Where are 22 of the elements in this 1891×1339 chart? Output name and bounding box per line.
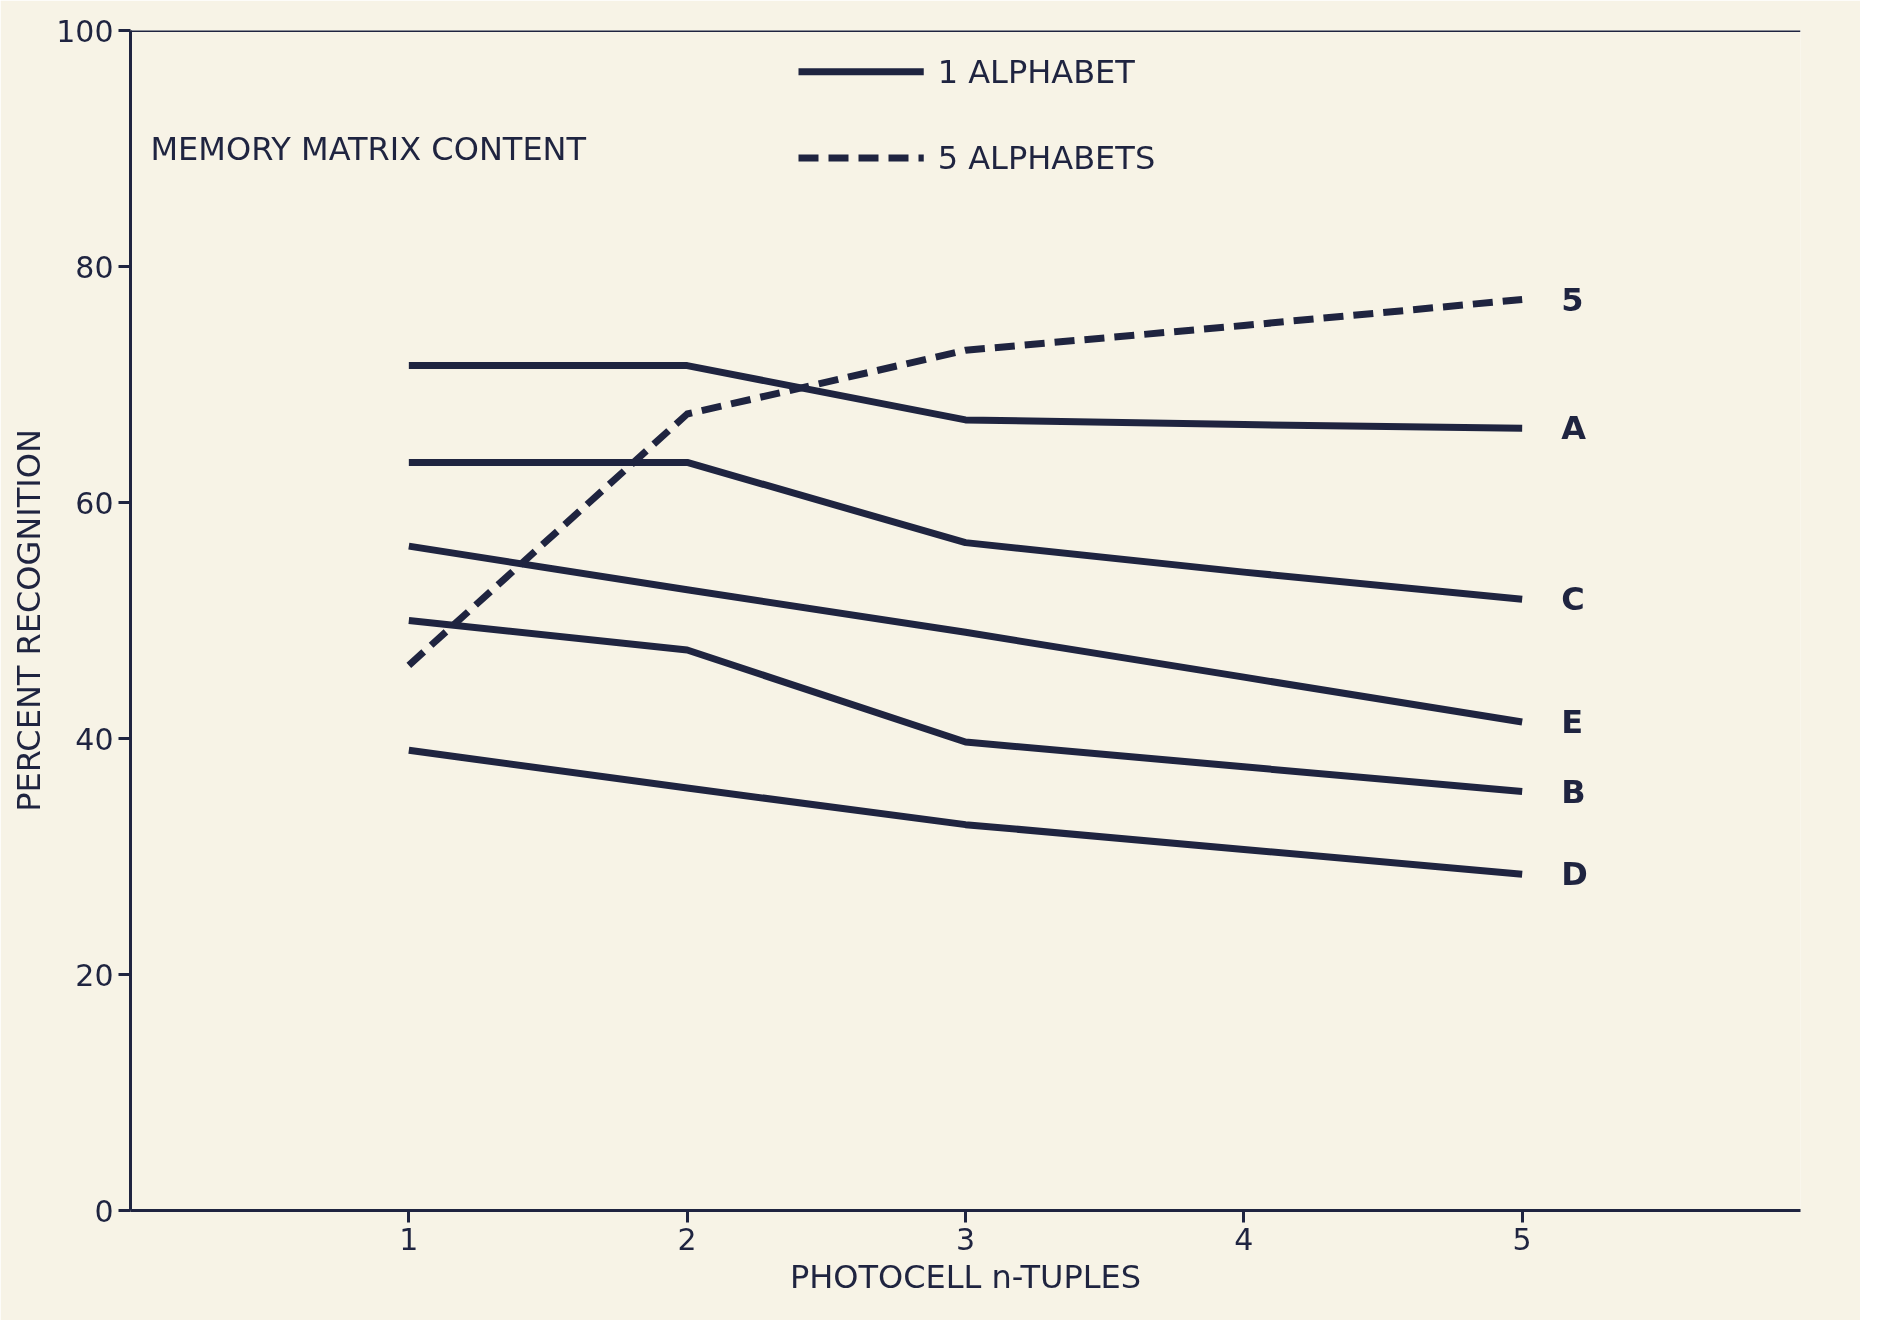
- y-tick-label: 20: [75, 957, 114, 993]
- series-label: A: [1561, 409, 1587, 448]
- x-tick-label: 1: [399, 1221, 419, 1257]
- series-label: D: [1561, 855, 1588, 894]
- x-axis-title: PHOTOCELL n-TUPLES: [789, 1257, 1142, 1296]
- annotation: 5 ALPHABETS: [937, 138, 1156, 177]
- y-tick-label: 40: [75, 721, 114, 757]
- annotation: 1 ALPHABET: [937, 52, 1136, 91]
- x-tick-label: 4: [1234, 1221, 1254, 1257]
- y-tick-label: 80: [75, 249, 114, 285]
- x-tick-label: 5: [1512, 1221, 1532, 1257]
- series-label: 5: [1561, 281, 1584, 320]
- series-label: E: [1561, 702, 1583, 741]
- x-tick-label: 3: [955, 1221, 976, 1257]
- legend-title: MEMORY MATRIX CONTENT: [150, 129, 587, 168]
- y-axis-title: PERCENT RECOGNITION: [10, 429, 49, 812]
- x-tick-label: 2: [677, 1221, 697, 1257]
- series-label: B: [1561, 772, 1586, 811]
- series-label: C: [1561, 580, 1585, 619]
- y-tick-label: 0: [94, 1193, 114, 1229]
- y-tick-label: 60: [75, 485, 114, 521]
- y-tick-label: 100: [56, 13, 114, 49]
